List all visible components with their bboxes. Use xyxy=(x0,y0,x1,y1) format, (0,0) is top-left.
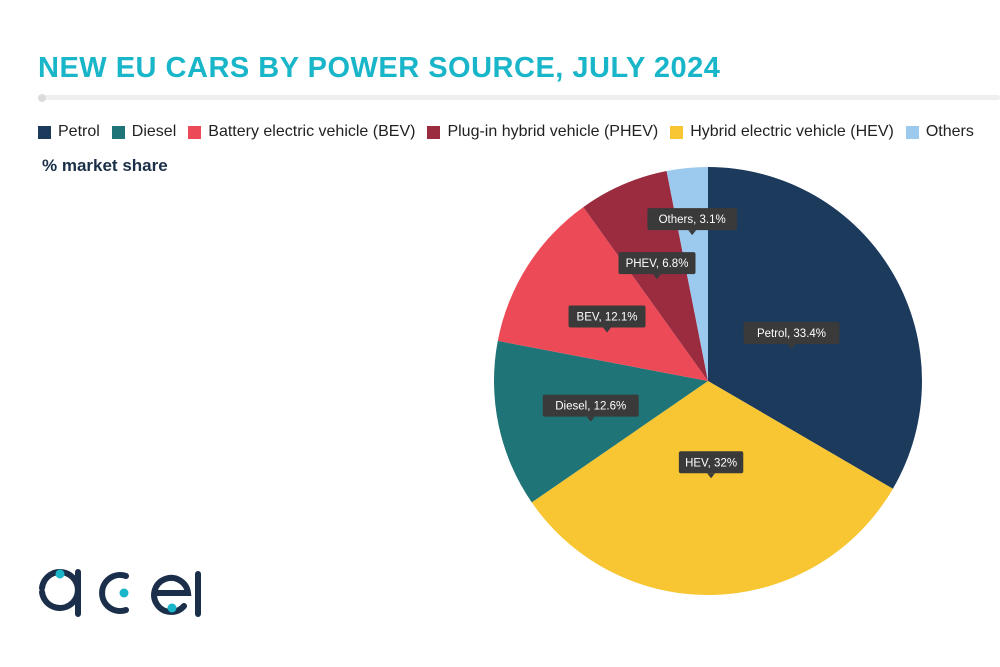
pie-slice-diesel xyxy=(494,340,708,503)
data-label-text-hev: HEV, 32% xyxy=(685,457,737,469)
data-label-box-others xyxy=(647,208,737,231)
data-label-box-petrol xyxy=(743,322,840,345)
chart-subtitle: % market share xyxy=(42,156,168,175)
legend-label-bev: Battery electric vehicle (BEV) xyxy=(208,123,416,140)
acea-logo xyxy=(39,569,201,617)
legend-swatch-phev xyxy=(427,125,441,139)
data-label-box-bev xyxy=(568,305,646,328)
data-label-text-petrol: Petrol, 33.4% xyxy=(757,328,826,340)
legend-label-others: Others xyxy=(925,123,974,140)
legend-item-hev: Hybrid electric vehicle (HEV) xyxy=(670,123,894,141)
legend-swatch-others xyxy=(905,125,919,139)
data-label-box-diesel xyxy=(542,394,639,417)
legend-label-hev: Hybrid electric vehicle (HEV) xyxy=(690,123,894,140)
legend-swatch-bev xyxy=(188,125,202,139)
data-label-box-hev xyxy=(678,451,744,474)
data-label-box-phev xyxy=(618,252,696,275)
data-label-text-diesel: Diesel, 12.6% xyxy=(555,401,626,413)
data-label-pointer-petrol xyxy=(787,344,796,350)
data-label-petrol: Petrol, 33.4% xyxy=(743,322,840,350)
divider-knob xyxy=(38,94,46,102)
legend-label-phev: Plug-in hybrid vehicle (PHEV) xyxy=(447,123,659,140)
legend-item-bev: Battery electric vehicle (BEV) xyxy=(188,123,415,141)
legend-item-others: Others xyxy=(905,123,974,141)
data-label-pointer-hev xyxy=(707,473,716,479)
title-divider xyxy=(38,94,1000,102)
legend-item-diesel: Diesel xyxy=(111,123,177,141)
legend-swatch-petrol xyxy=(38,125,51,139)
legend-swatch-diesel xyxy=(111,125,125,139)
legend-label-diesel: Diesel xyxy=(131,123,177,140)
data-label-pointer-phev xyxy=(653,274,662,280)
legend-item-petrol: Petrol xyxy=(38,123,100,141)
chart-title: NEW EU CARS BY POWER SOURCE, JULY 2024 xyxy=(38,52,721,84)
data-label-bev: BEV, 12.1% xyxy=(568,305,646,333)
data-label-text-bev: BEV, 12.1% xyxy=(577,311,638,323)
data-label-pointer-bev xyxy=(603,327,612,333)
legend-item-phev: Plug-in hybrid vehicle (PHEV) xyxy=(427,123,658,141)
chart-legend: Petrol Diesel Battery electric vehicle (… xyxy=(38,123,986,141)
data-label-phev: PHEV, 6.8% xyxy=(618,252,696,280)
data-label-diesel: Diesel, 12.6% xyxy=(542,394,639,422)
data-label-pointer-others xyxy=(688,230,697,236)
data-label-pointer-diesel xyxy=(586,416,595,422)
legend-label-petrol: Petrol xyxy=(58,123,100,140)
data-label-hev: HEV, 32% xyxy=(678,451,744,479)
data-label-text-phev: PHEV, 6.8% xyxy=(626,258,689,270)
pie-slice-hev xyxy=(531,381,893,595)
data-label-text-others: Others, 3.1% xyxy=(659,214,726,226)
pie-slice-bev xyxy=(497,207,708,381)
data-label-others: Others, 3.1% xyxy=(647,208,737,236)
legend-swatch-hev xyxy=(670,125,684,139)
